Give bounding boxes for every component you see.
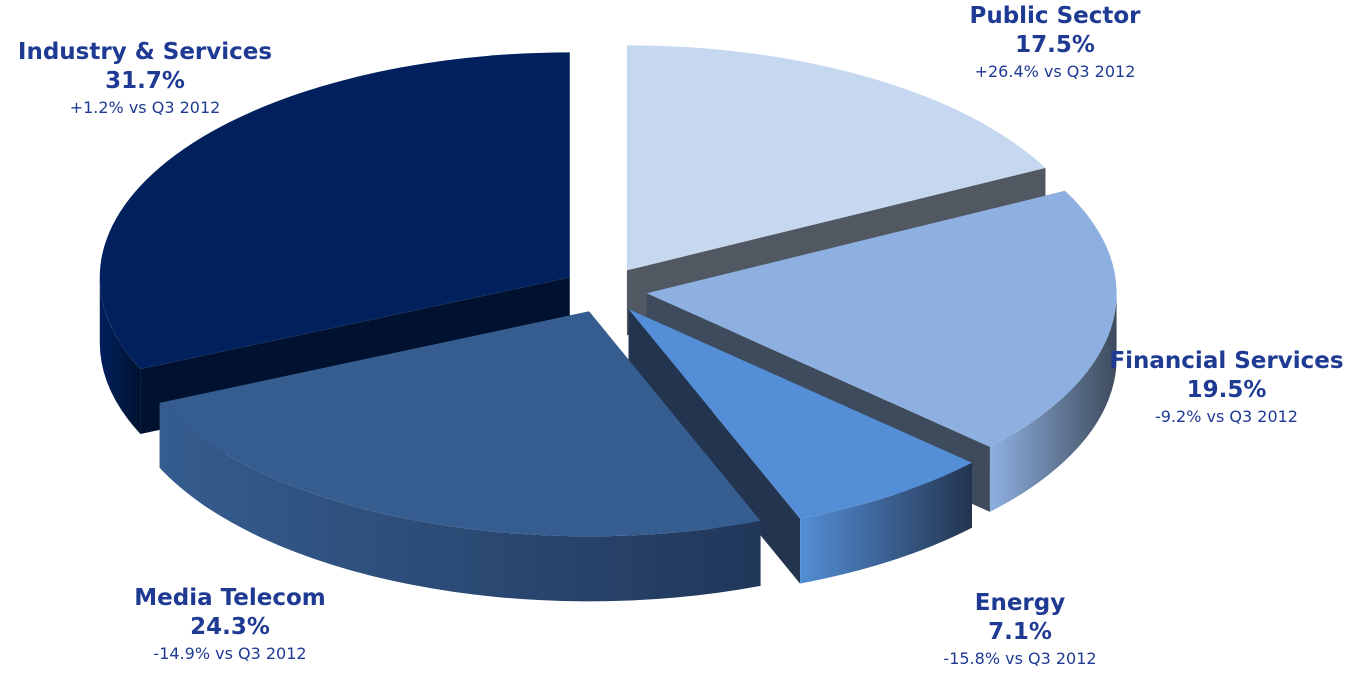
slice-energy <box>628 309 972 584</box>
slice-change-public-sector: +26.4% vs Q3 2012 <box>974 61 1136 81</box>
slice-top-public-sector <box>626 45 1046 271</box>
slice-percent-energy: 7.1% <box>988 618 1052 645</box>
slice-top-industry-services <box>99 52 570 369</box>
slice-media-telecom <box>159 311 761 602</box>
data-label-media-telecom: Media Telecom 24.3% -14.9% vs Q3 2012 <box>100 584 360 664</box>
slice-top-media-telecom <box>159 311 761 537</box>
data-label-energy: Energy 7.1% -15.8% vs Q3 2012 <box>880 589 1160 669</box>
slice-percent-industry-services: 31.7% <box>105 67 185 94</box>
slice-change-energy: -15.8% vs Q3 2012 <box>943 648 1097 668</box>
slice-name-media-telecom: Media Telecom <box>134 585 326 611</box>
slice-change-media-telecom: -14.9% vs Q3 2012 <box>153 643 307 663</box>
slice-name-financial-services: Financial Services <box>1109 348 1344 374</box>
slice-top-financial-services <box>646 190 1117 447</box>
slice-outer-wall-financial-services <box>989 293 1117 512</box>
slice-percent-public-sector: 17.5% <box>1015 31 1095 58</box>
slice-name-industry-services: Industry & Services <box>17 39 273 65</box>
slice-percent-media-telecom: 24.3% <box>190 613 270 640</box>
slice-change-industry-services: +1.2% vs Q3 2012 <box>69 97 221 117</box>
slice-percent-financial-services: 19.5% <box>1186 376 1267 403</box>
slice-outer-wall-industry-services <box>99 277 141 434</box>
data-label-public-sector: Public Sector 17.5% +26.4% vs Q3 2012 <box>905 2 1205 82</box>
slice-change-financial-services: -9.2% vs Q3 2012 <box>1155 406 1298 426</box>
slice-outer-wall-media-telecom <box>159 402 761 602</box>
data-label-financial-services: Financial Services 19.5% -9.2% vs Q3 201… <box>1100 347 1353 427</box>
slice-name-energy: Energy <box>974 590 1066 616</box>
slice-top-energy <box>628 309 972 519</box>
slice-cut-face-energy-2 <box>628 309 801 584</box>
slice-name-public-sector: Public Sector <box>969 3 1141 29</box>
data-label-industry-services: Industry & Services 31.7% +1.2% vs Q3 20… <box>0 38 290 118</box>
slice-outer-wall-energy <box>800 462 972 584</box>
